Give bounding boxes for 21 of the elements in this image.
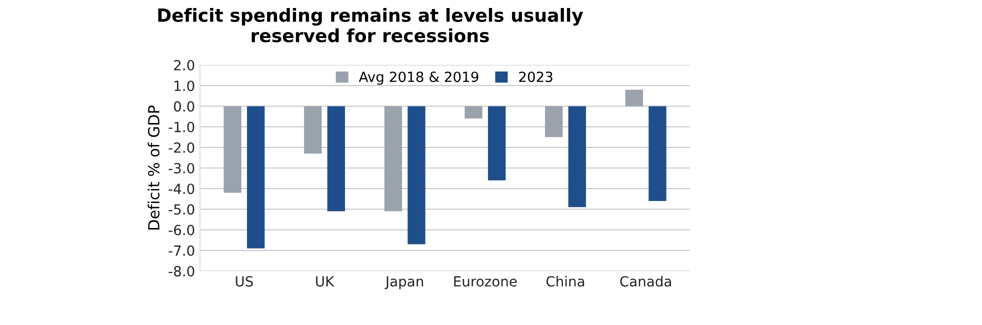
chart-title: Deficit spending remains at levels usually reserved for recessions [158, 8, 584, 42]
y-tick-label: -2.0 [168, 142, 194, 153]
x-tick-label: Canada [620, 276, 671, 287]
y-tick-label: 1.0 [174, 80, 194, 92]
x-tick-label: US [236, 276, 253, 287]
x-tick-label: Japan [384, 276, 424, 290]
x-tick-label: UK [316, 276, 334, 287]
y-tick-label: -1.0 [168, 122, 194, 132]
y-tick-label: -5.0 [168, 204, 194, 215]
legend-label: Avg 2018 & 2019 [358, 72, 478, 85]
y-tick-label: 0.0 [174, 101, 194, 112]
y-tick-label: -8.0 [168, 266, 194, 276]
y-tick-label: -4.0 [168, 184, 194, 194]
x-tick-label: Eurozone [454, 276, 517, 287]
y-tick-label: 2.0 [174, 60, 194, 70]
x-tick-label: China [546, 276, 584, 287]
legend-label: 2023 [519, 72, 552, 82]
y-tick-label: -6.0 [168, 224, 194, 236]
y-axis-title: Deficit % of GDP [148, 105, 160, 230]
y-tick-label: -3.0 [168, 162, 194, 174]
y-tick-label: -7.0 [168, 245, 194, 256]
